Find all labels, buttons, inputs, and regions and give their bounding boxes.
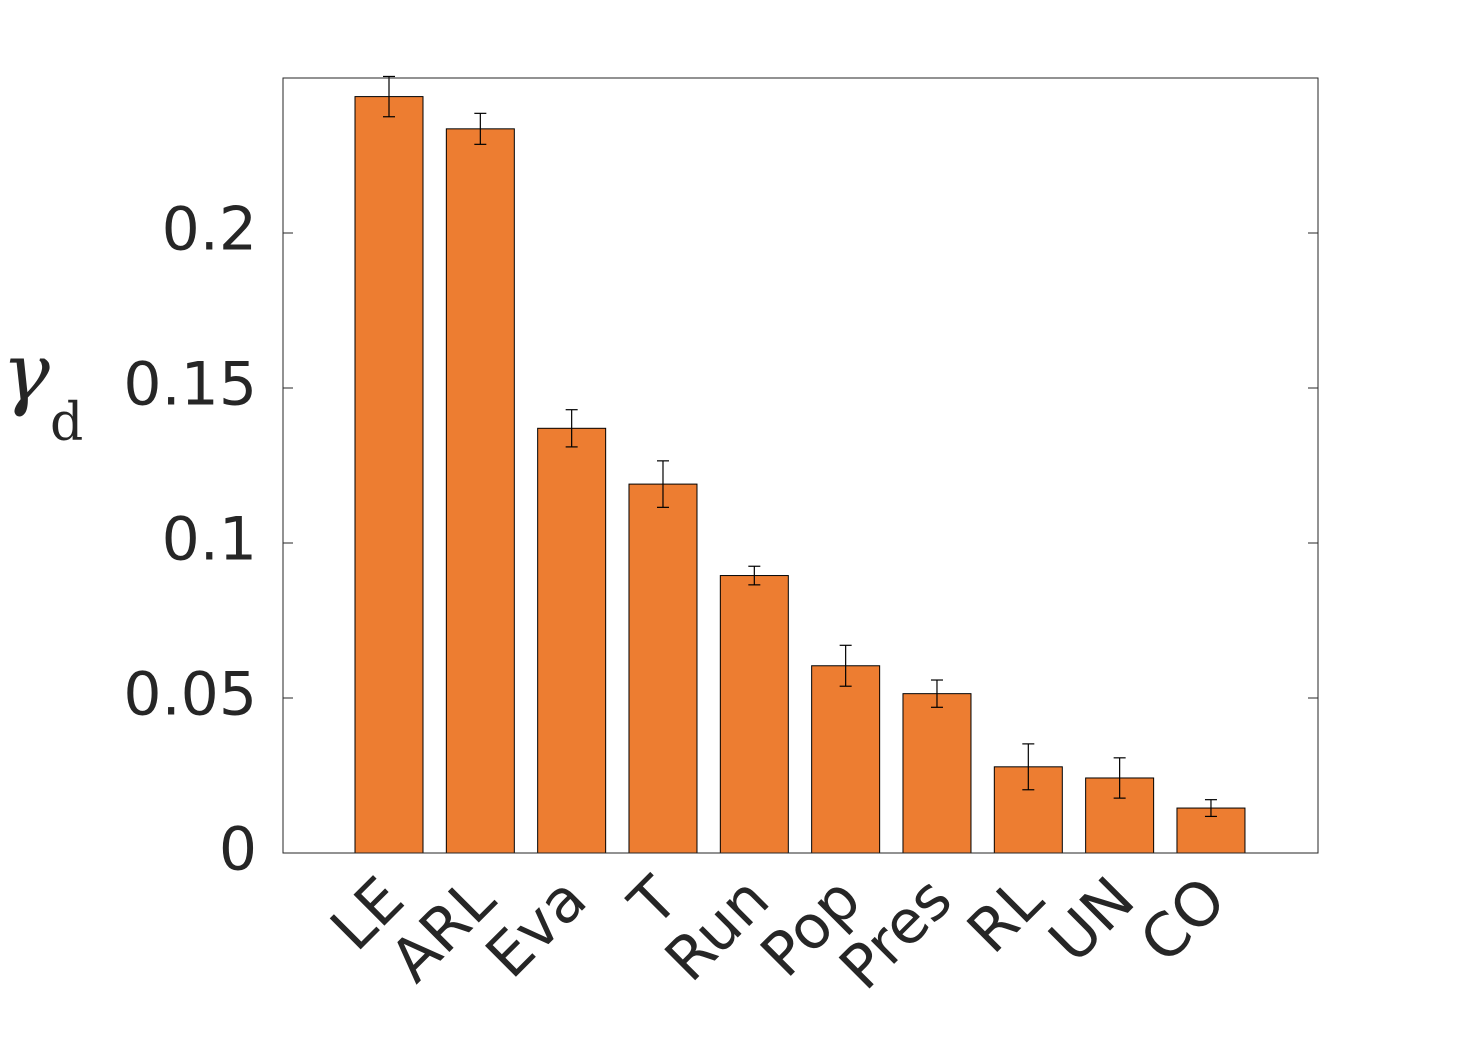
- bar: [719, 575, 789, 854]
- error-bar: [1022, 743, 1035, 791]
- y-axis-label-subscript: d: [50, 393, 83, 453]
- y-tick-label: 0.2: [162, 195, 257, 265]
- bar: [445, 128, 515, 854]
- error-bar: [565, 409, 578, 448]
- bar: [628, 483, 698, 854]
- error-bar: [930, 679, 943, 708]
- y-tick-label: 0: [219, 815, 257, 885]
- y-tick-label: 0.1: [162, 505, 257, 575]
- error-bar: [383, 75, 395, 118]
- plot-frame: [282, 77, 1319, 854]
- error-bar: [748, 565, 761, 586]
- bar: [811, 665, 881, 854]
- bar: [537, 427, 607, 854]
- error-bar: [1204, 799, 1217, 818]
- bar: [354, 96, 424, 854]
- bar: [902, 693, 972, 854]
- y-tick-label: 0.05: [123, 660, 257, 730]
- error-bar: [474, 112, 487, 145]
- error-bar: [839, 644, 852, 687]
- y-axis-label: γ: [2, 326, 50, 419]
- error-bar: [1113, 757, 1126, 799]
- error-bar: [656, 460, 669, 508]
- y-tick-label: 0.15: [123, 350, 257, 420]
